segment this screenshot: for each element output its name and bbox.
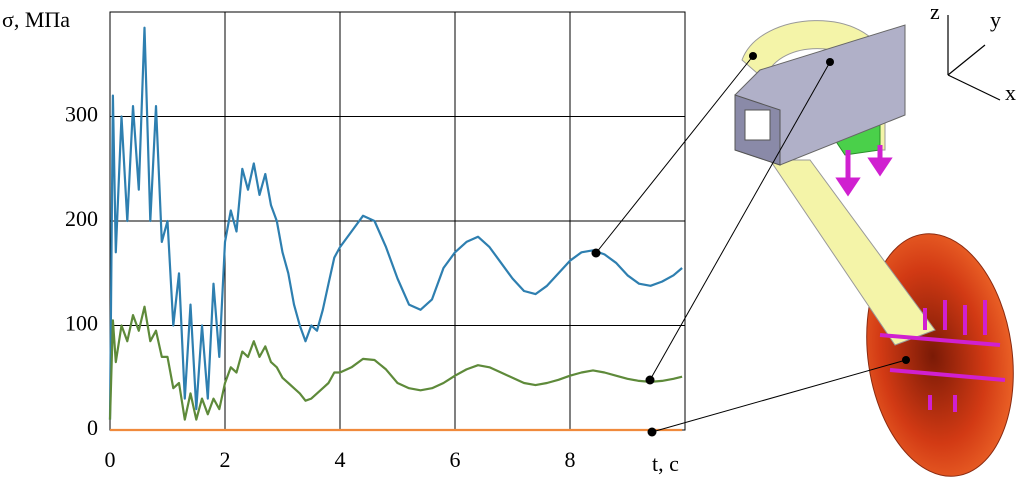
- y-tick-label: 300: [65, 102, 98, 127]
- y-tick-label: 0: [87, 415, 98, 440]
- axis-y: y: [990, 7, 1001, 32]
- x-tick-label: 2: [220, 447, 231, 472]
- x-tick-label: 0: [105, 447, 116, 472]
- x-tick-label: 4: [335, 447, 346, 472]
- y-tick-label: 200: [65, 206, 98, 231]
- y-axis-label: σ, МПа: [2, 7, 70, 32]
- leader-dot: [648, 428, 657, 437]
- leader-dot: [646, 376, 655, 385]
- page: 010020030002468 z y x σ,: [0, 0, 1024, 484]
- chart: 010020030002468 z y x σ,: [0, 0, 1024, 479]
- model: z y x: [735, 0, 1024, 479]
- x-axis-label: t, с: [652, 451, 679, 476]
- plot-area: 0 100 200 300 0 2 4 6 8: [65, 12, 685, 472]
- x-tick-label: 6: [450, 447, 461, 472]
- beam-hole: [745, 110, 770, 140]
- y-tick-label: 100: [65, 311, 98, 336]
- x-tick-label: 8: [565, 447, 576, 472]
- series-line: [110, 28, 682, 420]
- leader-dot: [592, 249, 601, 258]
- axis-z: z: [930, 0, 940, 24]
- axis-x: x: [1005, 80, 1016, 105]
